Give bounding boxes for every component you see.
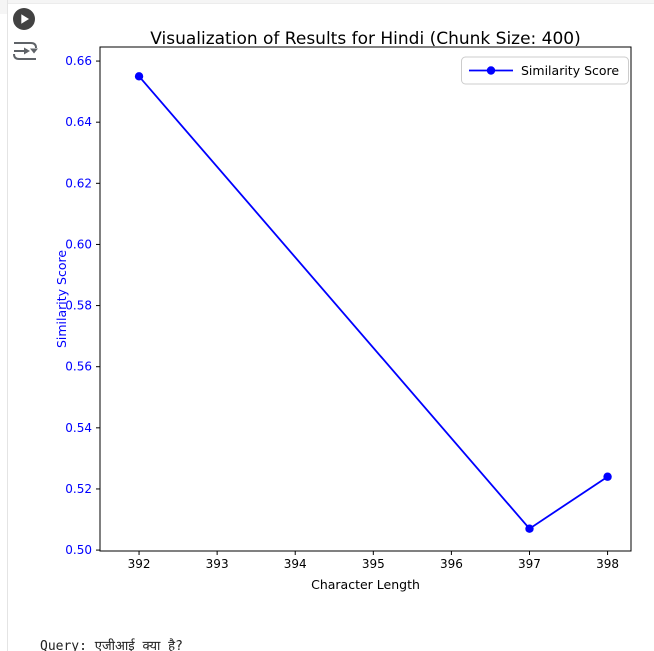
similarity-chart: Visualization of Results for Hindi (Chun…: [54, 29, 632, 592]
play-icon: [13, 8, 35, 30]
x-axis-label: Character Length: [311, 577, 420, 592]
query-line: Query: एजीआई क्या है?: [40, 639, 183, 651]
run-cell-button[interactable]: [12, 7, 36, 31]
cell-gutter-corner: [0, 0, 7, 14]
data-point: [525, 524, 534, 533]
y-tick-label: 0.58: [65, 299, 92, 313]
legend-marker-sample: [486, 66, 496, 75]
y-tick-label: 0.52: [65, 482, 92, 496]
y-tick-label: 0.66: [65, 54, 92, 68]
executed-code-icon: [13, 42, 38, 60]
x-tick-label: 395: [362, 557, 385, 571]
data-point: [603, 472, 612, 481]
x-tick-label: 394: [284, 557, 307, 571]
y-tick-label: 0.60: [65, 237, 92, 251]
y-axis-label: Similarity Score: [54, 250, 69, 348]
y-tick-label: 0.56: [65, 360, 92, 374]
notebook-top-strip: [0, 0, 654, 4]
chart-title: Visualization of Results for Hindi (Chun…: [150, 29, 581, 49]
legend-label: Similarity Score: [521, 63, 619, 78]
x-tick-label: 392: [128, 557, 151, 571]
x-tick-label: 396: [440, 557, 463, 571]
data-point: [134, 72, 144, 81]
x-tick-label: 398: [596, 557, 619, 571]
y-tick-label: 0.64: [65, 115, 92, 129]
y-tick-label: 0.50: [65, 543, 92, 557]
y-tick-label: 0.54: [65, 421, 92, 435]
cell-gutter-line: [7, 0, 8, 651]
legend-box: [461, 56, 629, 85]
y-tick-label: 0.62: [65, 176, 92, 190]
cell-text-output: Query: एजीआई क्या है? Average Similarity…: [40, 597, 228, 651]
x-tick-label: 393: [206, 557, 229, 571]
similarity-line: [138, 75, 609, 530]
plot-border: [99, 46, 632, 552]
x-tick-label: 397: [518, 557, 541, 571]
executed-code-menu-button[interactable]: [11, 39, 39, 63]
